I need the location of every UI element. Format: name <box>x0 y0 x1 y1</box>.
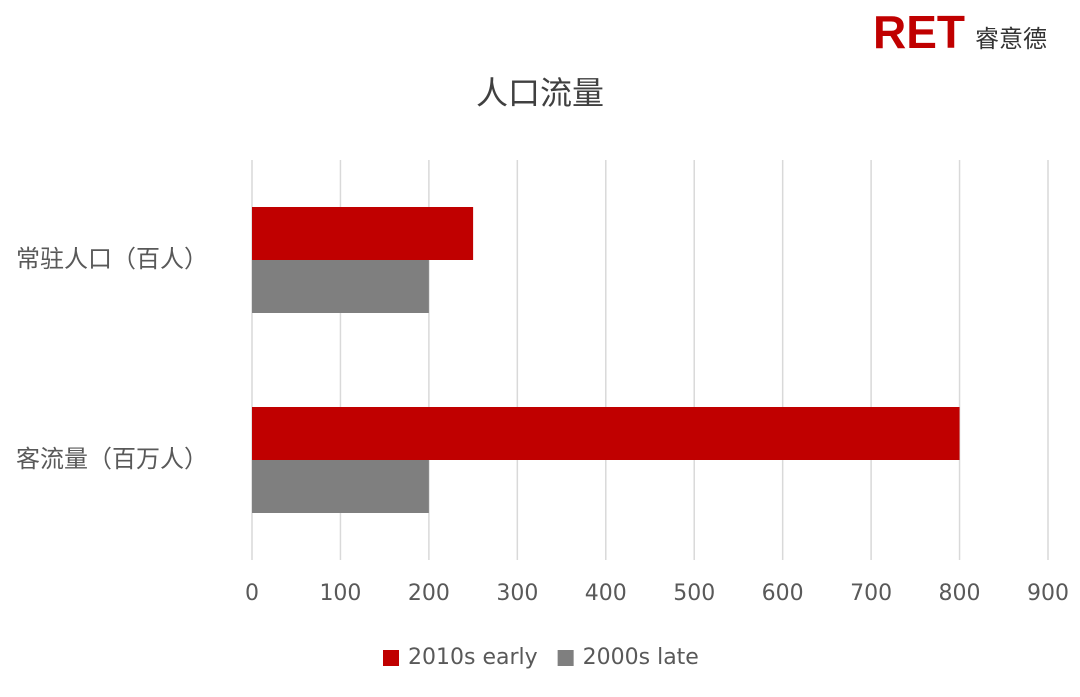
legend-swatch <box>557 650 574 666</box>
x-tick-label: 0 <box>245 581 259 606</box>
bar <box>252 407 960 460</box>
bar <box>252 460 429 513</box>
chart-title: 人口流量 <box>476 74 604 112</box>
x-tick-label: 100 <box>319 581 361 606</box>
x-tick-label: 300 <box>496 581 538 606</box>
x-tick-label: 800 <box>939 581 981 606</box>
legend-label: 2000s late <box>583 645 699 670</box>
x-tick-label: 500 <box>673 581 715 606</box>
y-tick-label: 客流量（百万人） <box>16 445 208 473</box>
x-tick-label: 900 <box>1027 581 1069 606</box>
legend-label: 2010s early <box>408 645 538 670</box>
bar <box>252 260 429 313</box>
logo-brand: RET <box>873 6 965 58</box>
legend-swatch <box>383 650 399 666</box>
x-tick-label: 600 <box>762 581 804 606</box>
y-tick-label: 常驻人口（百人） <box>16 245 208 273</box>
bar <box>252 207 474 260</box>
x-tick-label: 700 <box>850 581 892 606</box>
x-tick-label: 400 <box>585 581 627 606</box>
logo-name: 睿意德 <box>975 25 1047 53</box>
x-tick-label: 200 <box>408 581 450 606</box>
